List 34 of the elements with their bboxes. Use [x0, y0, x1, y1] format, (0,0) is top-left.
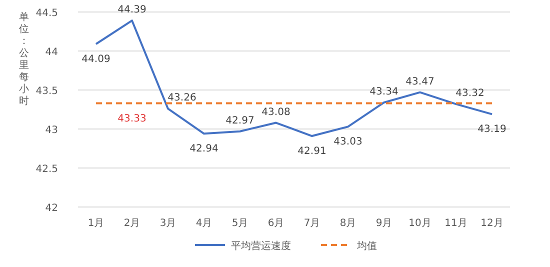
legend-label: 均值 — [356, 240, 377, 252]
x-tick-label: 4月 — [196, 218, 212, 229]
y-axis-title: 单位：公里每小时 — [19, 11, 29, 107]
data-label: 44.09 — [82, 54, 110, 65]
x-tick-label: 12月 — [480, 218, 504, 229]
data-label: 42.97 — [226, 115, 254, 126]
data-label: 43.34 — [370, 86, 398, 98]
x-tick-label: 10月 — [408, 218, 432, 229]
data-label: 43.08 — [262, 106, 290, 118]
y-tick-label: 44 — [45, 47, 58, 58]
x-tick-label: 3月 — [160, 218, 176, 229]
x-tick-label: 2月 — [124, 218, 140, 229]
y-tick-label: 42.5 — [36, 164, 58, 175]
y-tick-label: 42 — [45, 203, 58, 214]
legend-label: 平均营运速度 — [231, 240, 291, 252]
data-label: 43.19 — [478, 124, 506, 136]
y-tick-label: 43.5 — [36, 86, 58, 97]
x-tick-label: 11月 — [444, 218, 468, 229]
data-label: 43.32 — [456, 88, 484, 100]
x-tick-label: 7月 — [304, 218, 320, 229]
x-tick-label: 1月 — [88, 218, 104, 229]
data-label: 42.94 — [190, 144, 218, 155]
x-tick-label: 8月 — [340, 218, 356, 229]
x-tick-label: 5月 — [232, 218, 248, 229]
y-tick-label: 44.5 — [36, 8, 58, 19]
data-label: 44.39 — [118, 4, 146, 16]
x-tick-label: 6月 — [268, 218, 284, 229]
data-label: 43.47 — [406, 76, 434, 88]
x-tick-label: 9月 — [376, 218, 392, 229]
data-label: 43.26 — [168, 92, 196, 104]
data-label: 43.03 — [334, 136, 362, 148]
data-label: 43.33 — [118, 113, 146, 124]
data-label: 42.91 — [298, 146, 326, 158]
y-tick-label: 43 — [45, 125, 58, 136]
